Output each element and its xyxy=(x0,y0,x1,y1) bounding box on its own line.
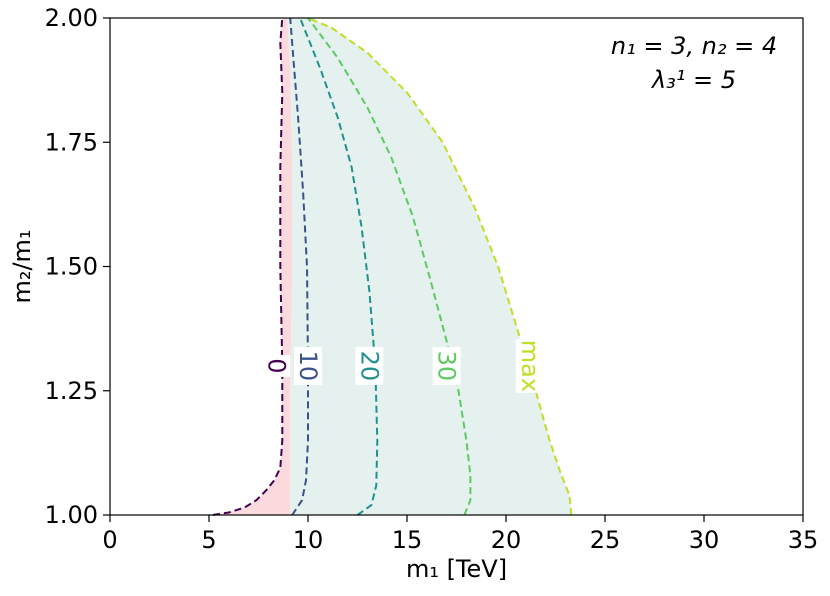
y-axis-ticks: 1.00 1.25 1.50 1.75 2.00 xyxy=(45,4,110,529)
x-tick-label: 20 xyxy=(491,526,522,554)
x-tick-label: 30 xyxy=(689,526,720,554)
contour-labels: 0 10 20 30 max xyxy=(262,338,544,393)
contour-label-0: 0 xyxy=(262,358,290,373)
x-axis-label: m₁ [TeV] xyxy=(406,555,507,583)
contour-lines xyxy=(212,17,573,516)
y-tick-label: 1.00 xyxy=(45,501,98,529)
x-axis-ticks: 0 5 10 15 20 25 30 35 xyxy=(102,515,818,554)
x-tick-label: 15 xyxy=(392,526,423,554)
x-tick-label: 10 xyxy=(293,526,324,554)
contour-label-max: max xyxy=(516,340,544,392)
y-tick-label: 1.50 xyxy=(45,253,98,281)
shaded-region-0 xyxy=(213,18,293,515)
y-tick-label: 1.25 xyxy=(45,377,98,405)
contour-label-10: 10 xyxy=(294,351,322,382)
contour-label-30: 30 xyxy=(433,351,461,382)
annotation-line-2: λ₃¹ = 5 xyxy=(650,66,736,94)
y-tick-label: 2.00 xyxy=(45,4,98,32)
contour-line-10 xyxy=(289,17,309,516)
contour-label-gap-30 xyxy=(432,346,461,385)
x-tick-label: 25 xyxy=(590,526,621,554)
annotation-line-1: n₁ = 3, n₂ = 4 xyxy=(611,32,777,60)
contour-line-30 xyxy=(307,17,472,516)
contour-label-gap-0 xyxy=(262,354,291,377)
shaded-region-1 xyxy=(287,18,572,515)
contour-label-20: 20 xyxy=(355,351,383,382)
contour-line-0 xyxy=(212,17,284,516)
shaded-regions xyxy=(213,18,572,515)
y-tick-label: 1.75 xyxy=(45,128,98,156)
contour-label-gap-10 xyxy=(294,346,322,385)
contour-line-20 xyxy=(299,17,379,516)
contour-label-gap-max xyxy=(515,338,544,393)
y-axis-label: m₂/m₁ xyxy=(8,229,36,303)
x-tick-label: 0 xyxy=(102,526,117,554)
x-tick-label: 35 xyxy=(788,526,819,554)
contour-line-max xyxy=(307,17,573,516)
x-tick-label: 5 xyxy=(201,526,216,554)
contour-label-gap-20 xyxy=(355,346,384,385)
